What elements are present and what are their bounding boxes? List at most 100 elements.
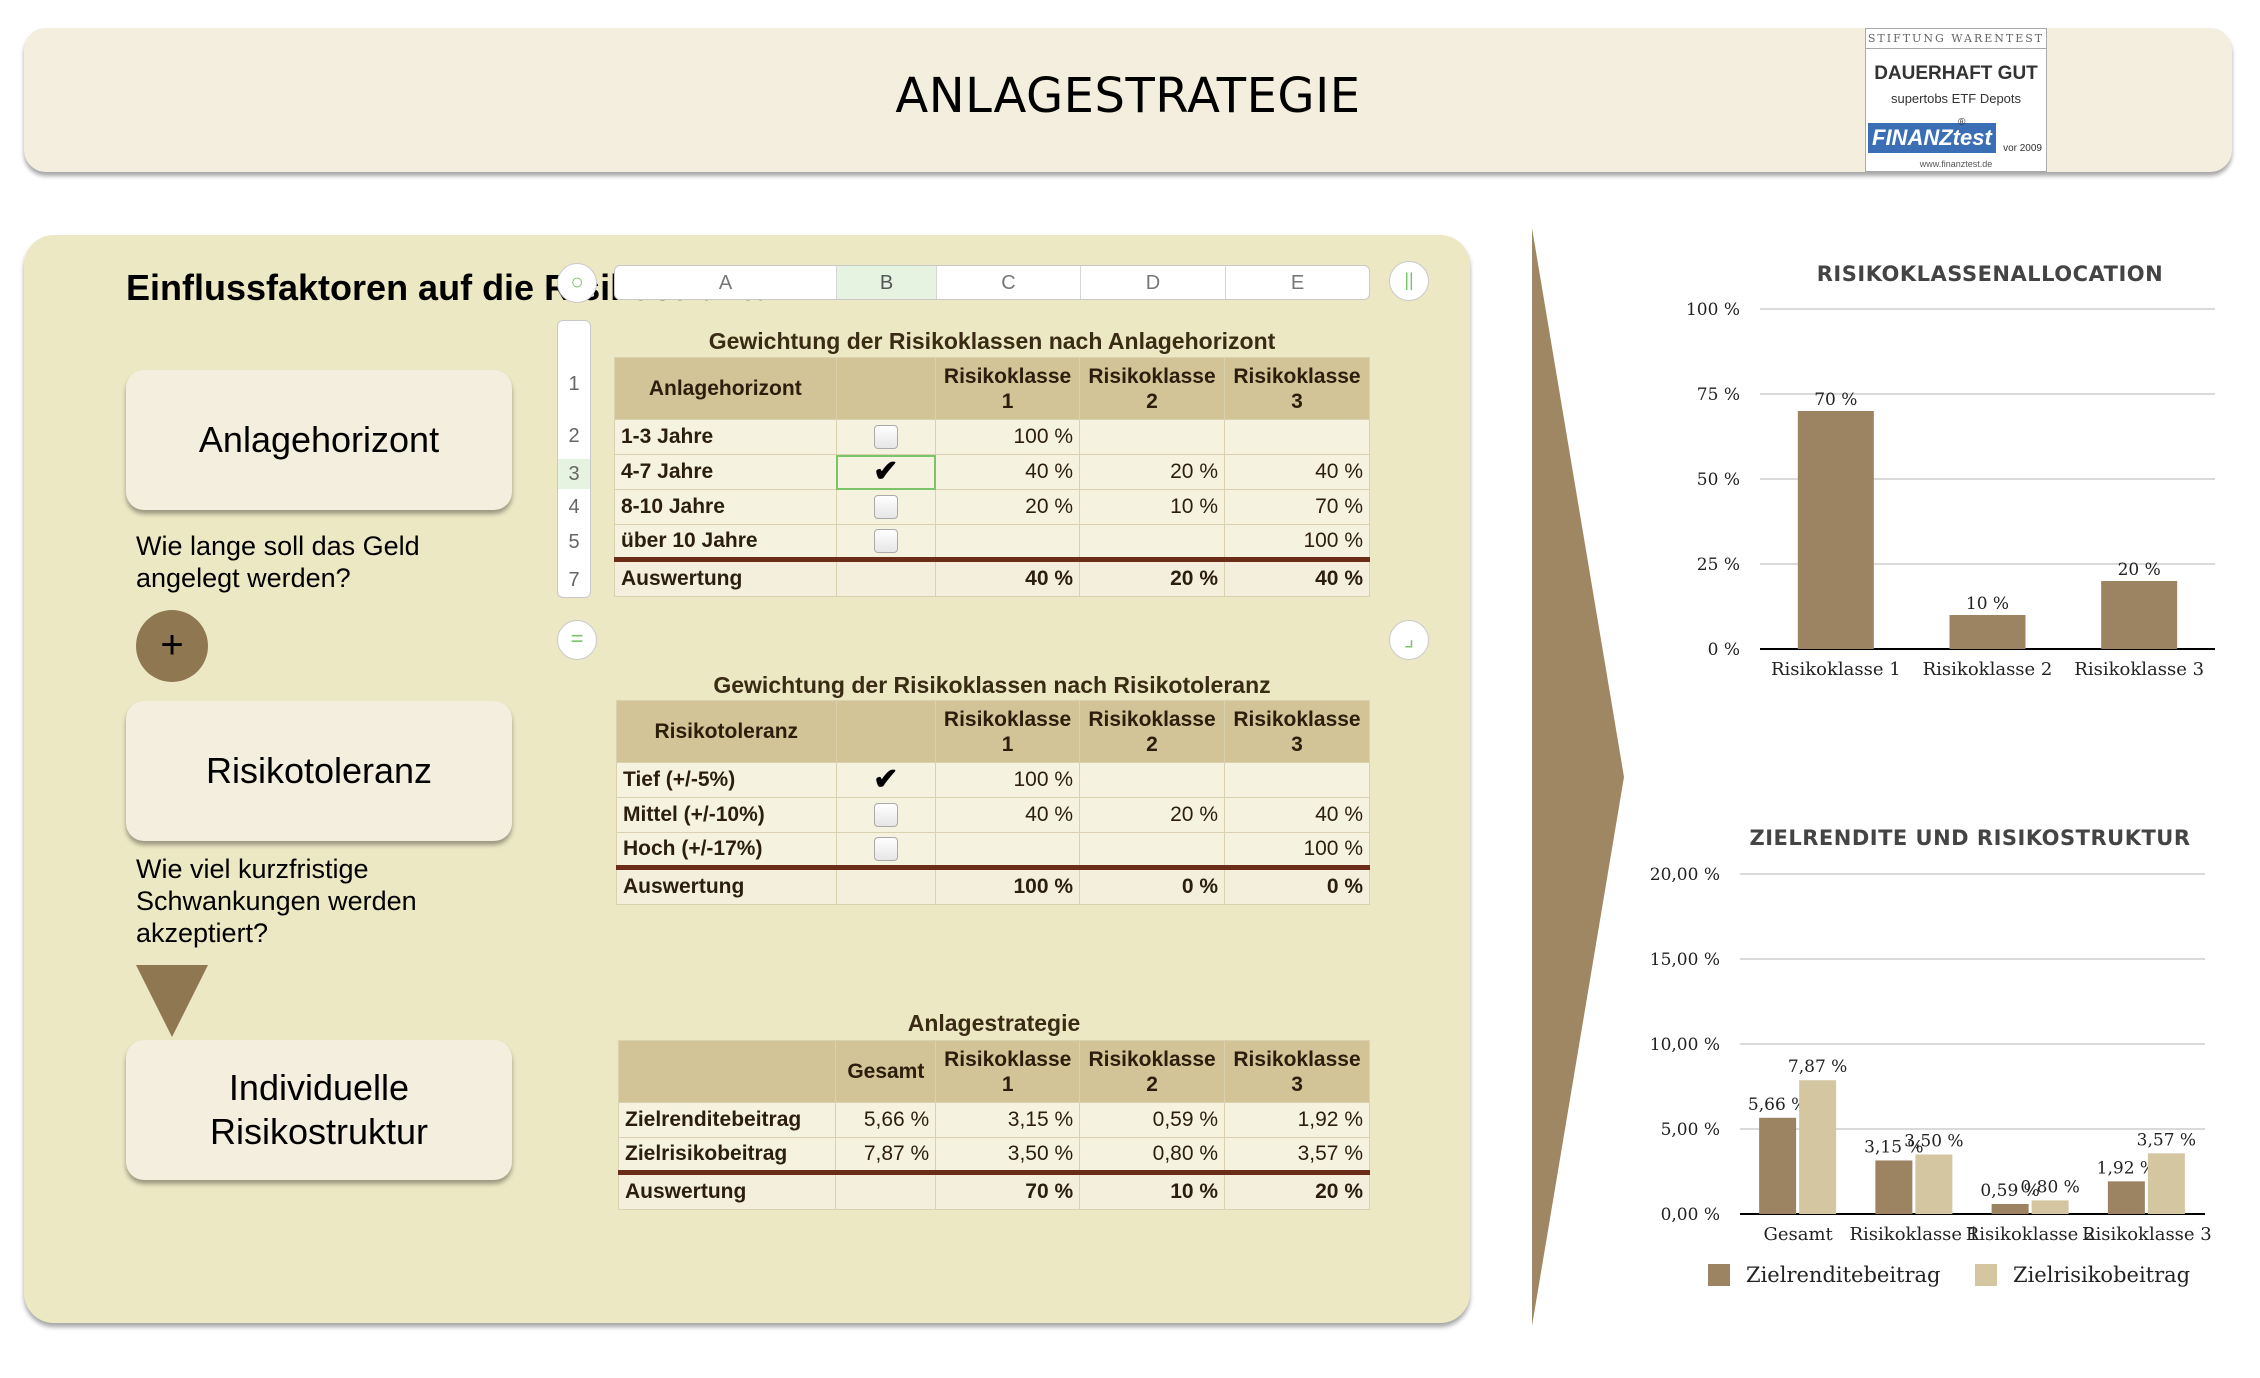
cell-value[interactable] (1079, 419, 1225, 455)
cell-value[interactable]: 100 % (1224, 832, 1370, 868)
column-header-b[interactable]: B (837, 266, 937, 299)
row-checkbox[interactable] (835, 797, 937, 833)
summary-value[interactable] (835, 1170, 937, 1210)
cell-value[interactable] (1079, 762, 1225, 798)
bar-zielrendite (1991, 1203, 2029, 1214)
table-anlagestrategie: Gesamt Risikoklasse 1 Risikoklasse 2 Ris… (617, 1040, 1370, 1210)
cell-value[interactable]: 40 % (935, 454, 1081, 490)
cell-value[interactable]: 5,66 % (835, 1102, 937, 1138)
badge-sub-text: supertobs ETF Depots (1890, 91, 2022, 106)
cell-value[interactable]: 20 % (1079, 454, 1225, 490)
bar-value-label: 5,66 % (1748, 1095, 1807, 1115)
y-tick-label: 25 % (1697, 555, 1740, 575)
row-label[interactable]: 8-10 Jahre (614, 489, 837, 525)
cell-value[interactable]: 0,59 % (1079, 1102, 1226, 1138)
card-tolerance: Risikotoleranz (126, 701, 512, 841)
summary-label[interactable]: Auswertung (617, 1170, 837, 1210)
checkmark-icon[interactable]: ✔ (873, 455, 899, 488)
summary-value[interactable]: 0 % (1079, 865, 1225, 905)
checkbox-unchecked[interactable] (873, 529, 898, 554)
cell-value[interactable]: 20 % (1079, 797, 1225, 833)
cell-value[interactable]: 40 % (1224, 797, 1370, 833)
cell-value[interactable]: 40 % (1224, 454, 1370, 490)
cell-value[interactable]: 70 % (1224, 489, 1370, 525)
legend-swatch (1708, 1264, 1730, 1286)
cell-value[interactable] (1224, 419, 1370, 455)
cell-value[interactable] (1079, 832, 1225, 868)
cell-value[interactable]: 3,15 % (935, 1102, 1081, 1138)
table3-title: Anlagestrategie (907, 1010, 1081, 1036)
column-header-a[interactable]: A (615, 266, 837, 299)
bar-value-label: 3,57 % (2137, 1130, 2196, 1150)
summary-label[interactable]: Auswertung (614, 557, 837, 597)
cell-value[interactable] (935, 832, 1081, 868)
cell-value[interactable]: 100 % (1224, 524, 1370, 560)
row-label[interactable]: Tief (+/-5%) (616, 762, 837, 798)
cell-value[interactable]: 100 % (935, 762, 1081, 798)
row-header-2[interactable]: 2 (568, 425, 580, 447)
checkbox-unchecked[interactable] (873, 803, 898, 828)
row-header-1[interactable]: 1 (568, 373, 580, 395)
summary-value[interactable]: 40 % (1224, 557, 1370, 597)
table-select-handle[interactable]: ○ (557, 263, 597, 303)
table-anlagehorizont: Anlagehorizont Risikoklasse 1 Risikoklas… (614, 357, 1370, 597)
cell-value[interactable]: 3,57 % (1224, 1137, 1370, 1173)
x-tick-label: Risikoklasse 2 (1966, 1224, 2096, 1245)
row-header-4[interactable]: 4 (568, 496, 580, 518)
row-checkbox-checked[interactable]: ✔ (835, 762, 937, 798)
table1-title: Gewichtung der Risikoklassen nach Anlage… (708, 328, 1276, 354)
column-header-c[interactable]: C (937, 266, 1081, 299)
summary-empty-cell[interactable] (835, 865, 937, 905)
cell-value[interactable]: 7,87 % (835, 1137, 937, 1173)
summary-value[interactable]: 20 % (1224, 1170, 1370, 1210)
column-header-e[interactable]: E (1290, 272, 1305, 294)
row-header-bar[interactable]: 1 2 3 4 5 7 (557, 320, 591, 598)
row-label[interactable]: Zielrenditebeitrag (617, 1102, 837, 1138)
row-label[interactable]: Hoch (+/-17%) (616, 832, 837, 868)
row-checkbox[interactable] (835, 489, 937, 525)
summary-value[interactable]: 20 % (1079, 557, 1225, 597)
table1-header-cell: Risikoklasse 1 (935, 357, 1081, 420)
column-header-bar[interactable]: A B C D E (614, 265, 1370, 300)
add-row-button[interactable]: = (557, 620, 597, 660)
cell-value[interactable]: 10 % (1079, 489, 1225, 525)
row-checkbox[interactable] (835, 524, 937, 560)
checkbox-unchecked[interactable] (873, 837, 898, 862)
summary-value[interactable]: 40 % (935, 557, 1081, 597)
x-tick-label: Risikoklasse 3 (2074, 659, 2204, 680)
cell-value[interactable]: 0,80 % (1079, 1137, 1226, 1173)
summary-label[interactable]: Auswertung (616, 865, 837, 905)
cell-value[interactable]: 20 % (935, 489, 1081, 525)
column-header-d[interactable]: D (1081, 266, 1226, 299)
resize-table-button[interactable]: ⌟ (1389, 620, 1429, 660)
cell-value[interactable]: 40 % (935, 797, 1081, 833)
add-column-button[interactable]: || (1389, 261, 1429, 301)
row-header-3[interactable]: 3 (558, 459, 590, 489)
cell-value[interactable]: 100 % (935, 419, 1081, 455)
y-tick-label: 75 % (1697, 385, 1740, 405)
cell-value[interactable]: 3,50 % (935, 1137, 1081, 1173)
cell-value[interactable] (935, 524, 1081, 560)
row-checkbox[interactable] (835, 419, 937, 455)
cell-value[interactable] (1079, 524, 1225, 560)
summary-value[interactable]: 10 % (1079, 1170, 1226, 1210)
summary-value[interactable]: 0 % (1224, 865, 1370, 905)
checkbox-unchecked[interactable] (873, 495, 898, 520)
summary-value[interactable]: 70 % (935, 1170, 1081, 1210)
row-header-7[interactable]: 7 (568, 569, 580, 591)
summary-value[interactable]: 100 % (935, 865, 1081, 905)
summary-empty-cell[interactable] (835, 557, 937, 597)
checkbox-unchecked[interactable] (873, 425, 898, 450)
cell-value[interactable] (1224, 762, 1370, 798)
row-label[interactable]: 4-7 Jahre (614, 454, 837, 490)
row-label[interactable]: Mittel (+/-10%) (616, 797, 837, 833)
row-header-5[interactable]: 5 (568, 531, 580, 553)
bar-zielrisiko (2147, 1153, 2185, 1214)
row-checkbox-selected[interactable]: ✔ (835, 454, 937, 490)
row-label[interactable]: über 10 Jahre (614, 524, 837, 560)
checkmark-icon[interactable]: ✔ (873, 763, 899, 796)
row-label[interactable]: 1-3 Jahre (614, 419, 837, 455)
row-label[interactable]: Zielrisikobeitrag (617, 1137, 837, 1173)
row-checkbox[interactable] (835, 832, 937, 868)
cell-value[interactable]: 1,92 % (1224, 1102, 1370, 1138)
